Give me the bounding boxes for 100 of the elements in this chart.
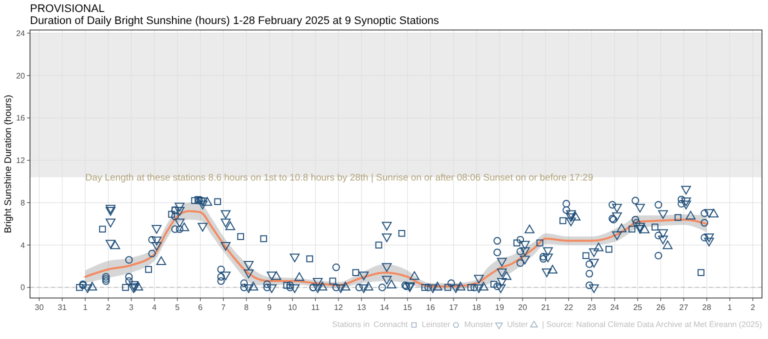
point [237, 233, 244, 240]
point [194, 196, 202, 203]
point [352, 269, 360, 276]
x-tick-label: 20 [518, 303, 528, 312]
point [363, 282, 374, 290]
point [548, 264, 558, 274]
point [260, 235, 268, 242]
point [478, 282, 488, 290]
y-tick-label: 20 [16, 71, 26, 80]
point [294, 272, 304, 281]
x-tick-label: 10 [288, 303, 298, 312]
point [652, 224, 658, 230]
point [248, 282, 258, 290]
y-tick-label: 16 [16, 114, 26, 123]
y-axis-title: Bright Sunshine Duration (hours) [3, 94, 14, 234]
point [444, 284, 452, 291]
x-tick-label: 4 [152, 303, 158, 312]
x-tick-label: 14 [380, 303, 390, 312]
x-tick-label: 8 [244, 303, 250, 312]
x-tick-label: 6 [198, 303, 204, 312]
x-tick-label: 30 [34, 303, 44, 312]
x-tick-label: 5 [175, 303, 180, 312]
point [640, 224, 650, 234]
point [698, 269, 704, 276]
x-tick-label: 26 [656, 303, 666, 312]
legend-label: Munster [464, 320, 494, 329]
point [513, 240, 520, 246]
y-tick-label: 24 [16, 28, 26, 38]
point [375, 242, 382, 248]
point [271, 271, 282, 280]
x-tick-label: 1 [728, 303, 733, 312]
legend-label: Connacht [374, 320, 408, 329]
point [283, 282, 290, 289]
point [386, 280, 396, 288]
point [582, 252, 590, 260]
y-tick-label: 12 [16, 156, 26, 166]
x-tick-label: 15 [403, 303, 413, 312]
x-tick-label: 28 [702, 303, 712, 312]
point [606, 246, 612, 253]
point [686, 210, 696, 220]
legend-label: Leinster [422, 320, 450, 329]
x-tick-label: 16 [426, 303, 436, 312]
x-tick-label: 2 [106, 303, 112, 312]
y-tick-label: 0 [20, 283, 26, 292]
point [502, 271, 512, 280]
x-tick-label: 19 [495, 303, 505, 312]
point [340, 282, 350, 290]
x-tick-label: 7 [221, 303, 226, 312]
y-tick-label: 8 [20, 198, 26, 208]
point [409, 271, 420, 280]
x-tick-label: 9 [267, 303, 272, 312]
point [421, 284, 428, 291]
point [467, 284, 474, 291]
point [708, 208, 719, 218]
text: | Source: National Climate Data Archive at Met Éireann (2025) [542, 320, 762, 329]
point [191, 197, 198, 204]
x-tick-label: 31 [58, 303, 68, 312]
point [594, 242, 604, 252]
chart-title: PROVISIONAL [30, 3, 105, 15]
x-tick-label: 17 [449, 303, 459, 312]
point [76, 284, 83, 291]
point [662, 240, 673, 250]
point [168, 210, 175, 218]
point [628, 226, 636, 233]
legend-title: Stations in [332, 320, 370, 329]
point [145, 266, 152, 273]
x-tick-label: 25 [633, 303, 643, 312]
point [306, 255, 314, 262]
point [179, 222, 190, 232]
point [317, 282, 328, 290]
point [490, 280, 498, 288]
legend-label: Ulster [507, 320, 528, 329]
point [432, 282, 442, 290]
point [456, 282, 466, 290]
point [87, 282, 98, 290]
point [559, 217, 566, 224]
point [536, 240, 544, 246]
x-tick-label: 24 [610, 303, 620, 312]
point [616, 224, 627, 232]
x-tick-label: 3 [129, 303, 134, 312]
x-tick-label: 27 [679, 303, 689, 312]
x-tick-label: 12 [334, 303, 344, 312]
point [225, 221, 236, 230]
x-tick-label: 23 [587, 303, 597, 312]
point [214, 198, 222, 206]
x-tick-label: 1 [83, 303, 88, 312]
point [156, 256, 166, 266]
y-tick-label: 4 [20, 240, 26, 250]
point [329, 278, 336, 284]
annotation: Day Length at these stations 8.6 hours on 1st to 10.8 hours by 28th | Sunrise on or after 08:06 Sunset on or before 17:29 [85, 172, 594, 184]
x-tick-label: 13 [357, 303, 366, 312]
x-tick-label: 2 [750, 303, 756, 312]
point [674, 214, 682, 221]
chart-subtitle: Duration of Daily Bright Sunshine (hours) 1-28 February 2025 at 9 Synoptic Stations [30, 15, 440, 27]
point [133, 282, 144, 290]
point [524, 224, 534, 234]
point [99, 226, 106, 233]
point [171, 206, 179, 214]
x-tick-label: 11 [311, 303, 320, 312]
point [202, 197, 212, 206]
